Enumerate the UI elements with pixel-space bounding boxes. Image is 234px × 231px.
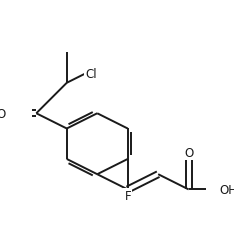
Text: OH: OH [219, 183, 234, 196]
Text: Cl: Cl [85, 68, 97, 81]
Text: F: F [124, 190, 131, 203]
Text: O: O [0, 107, 6, 120]
Text: O: O [184, 146, 193, 159]
